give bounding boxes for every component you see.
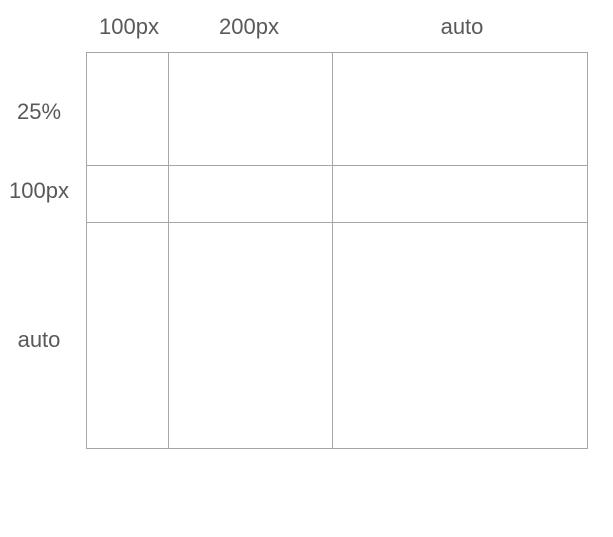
row-label-1: 25% bbox=[16, 99, 62, 124]
grid-line-vertical-left bbox=[86, 52, 87, 449]
grid-line-horizontal-bottom bbox=[86, 448, 588, 449]
column-label-3: auto bbox=[440, 14, 484, 39]
row-label-3: auto bbox=[17, 327, 61, 352]
grid-line-horizontal-1 bbox=[86, 165, 588, 166]
grid-line-horizontal-top bbox=[86, 52, 588, 53]
grid-line-vertical-right bbox=[587, 52, 588, 449]
grid-line-horizontal-2 bbox=[86, 222, 588, 223]
column-label-1: 100px bbox=[99, 14, 159, 39]
grid-line-vertical-2 bbox=[332, 52, 333, 449]
row-label-2: 100px bbox=[9, 178, 69, 203]
grid-line-vertical-1 bbox=[168, 52, 169, 449]
column-label-2: 200px bbox=[219, 14, 279, 39]
